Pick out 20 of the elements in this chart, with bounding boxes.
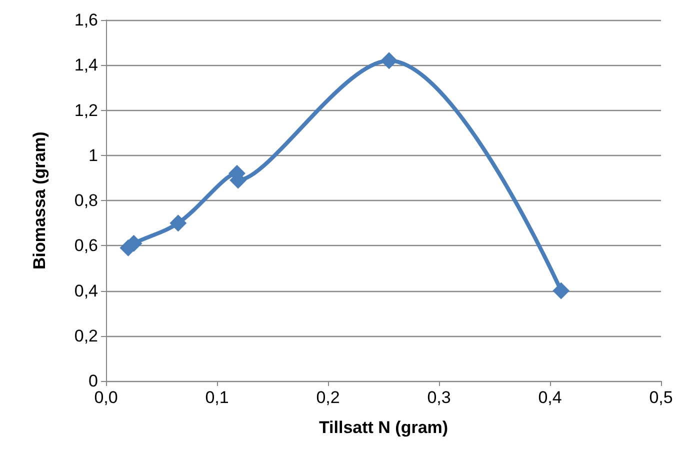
- x-tick-label: 0,4: [538, 388, 562, 407]
- x-tick-label: 0,1: [205, 388, 229, 407]
- x-axis-title: Tillsatt N (gram): [318, 418, 448, 437]
- x-tick-label: 0,3: [427, 388, 451, 407]
- y-tick-label: 1,2: [74, 100, 98, 120]
- y-tick-label: 1: [88, 146, 98, 165]
- y-tick-label: 0,8: [74, 191, 98, 210]
- y-tick-label: 0,2: [74, 326, 98, 346]
- x-tick-label: 0,5: [649, 388, 673, 407]
- y-tick-label: 0,4: [74, 281, 98, 300]
- x-tick-label: 0,2: [316, 388, 340, 407]
- y-tick-label: 1,4: [74, 56, 98, 75]
- point: [380, 52, 398, 70]
- y-tick-label: 1,6: [74, 10, 98, 30]
- point: [552, 282, 570, 300]
- y-axis-title: Biomassa (gram): [30, 132, 49, 270]
- point: [170, 214, 187, 232]
- y-tick-label: 0,6: [74, 236, 98, 256]
- y-tick-label: 0: [88, 372, 98, 390]
- x-tick-label: 0,0: [94, 388, 118, 407]
